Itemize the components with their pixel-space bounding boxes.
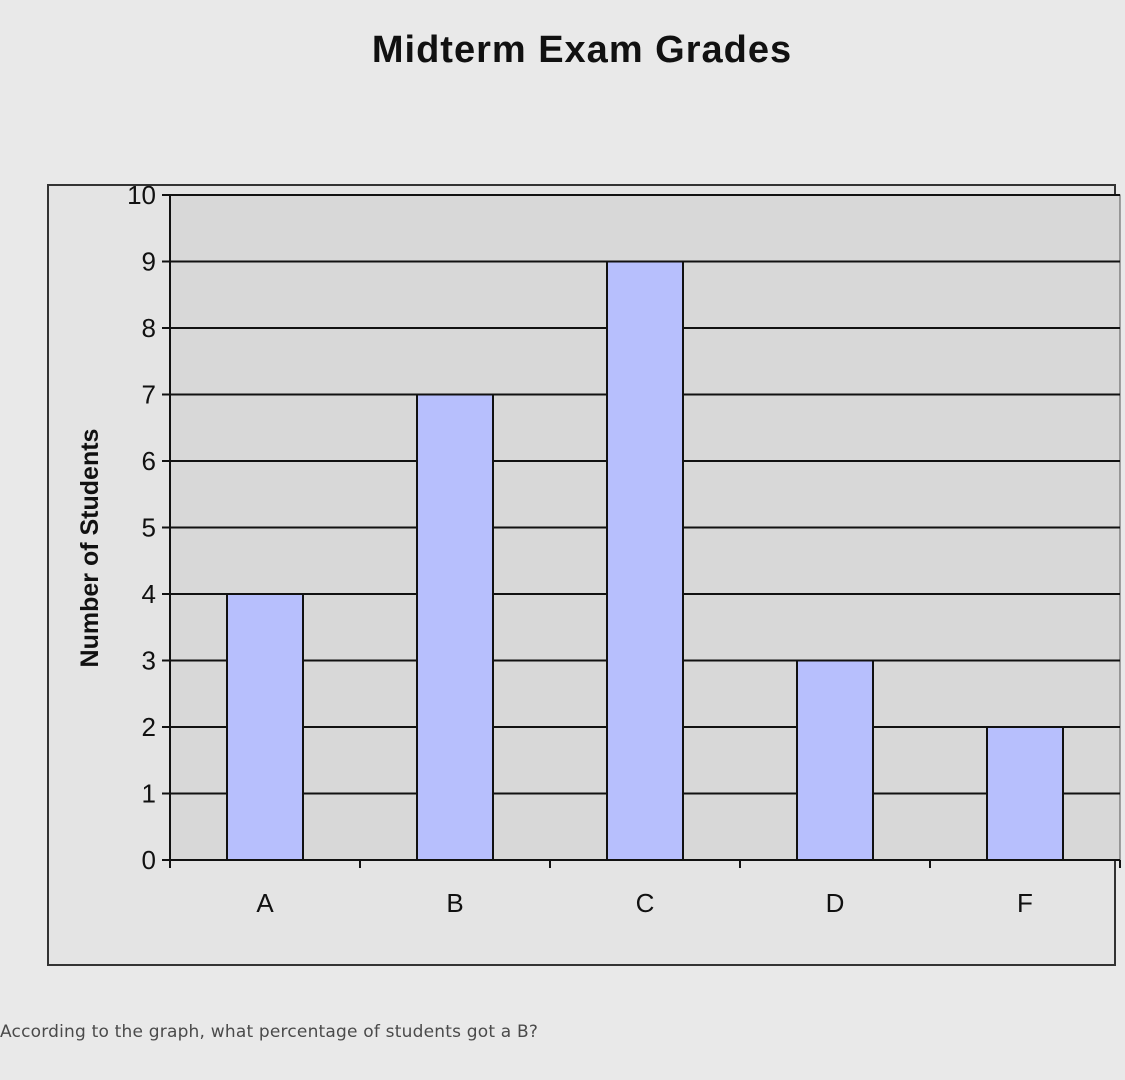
y-tick-label: 4	[142, 579, 156, 609]
bar-A	[226, 593, 304, 861]
x-tick-label: B	[446, 888, 463, 918]
chart-title: Midterm Exam Grades	[372, 29, 792, 71]
y-tick-label: 5	[142, 513, 156, 543]
x-tick-label: A	[256, 888, 274, 918]
y-tick-label: 3	[142, 646, 156, 676]
x-tick-label: D	[826, 888, 845, 918]
question-text: According to the graph, what percentage …	[0, 1022, 539, 1042]
bar-chart: 0 1 2 3 4 5 6 7 8 9 10 A B C D F Midterm Exam Grades Numb…	[47, 29, 1121, 966]
y-tick-label: 8	[142, 313, 156, 343]
y-tick-label: 10	[127, 180, 156, 210]
y-axis-label: Number of Students	[76, 429, 104, 668]
bar-D	[796, 659, 874, 861]
y-tick-label: 9	[142, 247, 156, 277]
y-tick-label: 6	[142, 446, 156, 476]
chart-canvas: 0 1 2 3 4 5 6 7 8 9 10 A B C D F Midterm Exam Grades Numb…	[47, 29, 1121, 966]
y-tick-label: 7	[142, 380, 156, 410]
y-tick-label: 2	[142, 712, 156, 742]
bar-F	[986, 726, 1064, 861]
bar-C	[606, 260, 684, 861]
y-tick-label: 0	[142, 845, 156, 875]
bar-B	[416, 393, 494, 861]
x-tick-label: C	[636, 888, 655, 918]
x-tick-label: F	[1017, 888, 1033, 918]
y-tick-label: 1	[142, 779, 156, 809]
